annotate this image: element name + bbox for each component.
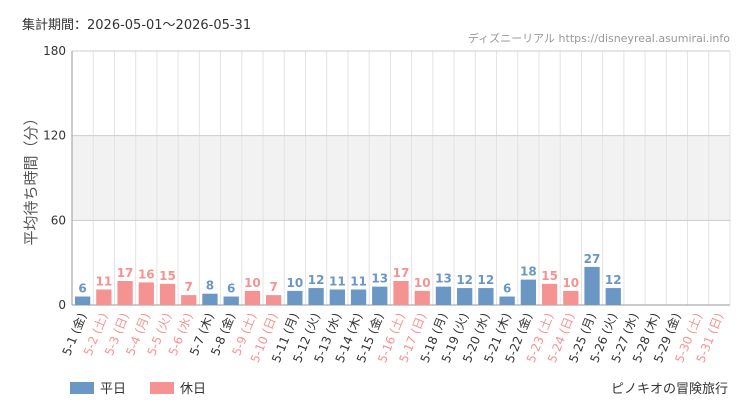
bar-value-label: 7 bbox=[269, 280, 277, 294]
bar-value-label: 17 bbox=[393, 266, 410, 280]
grid-lines bbox=[71, 50, 731, 306]
bar bbox=[584, 266, 600, 305]
bar-value-label: 8 bbox=[206, 279, 214, 293]
bar-value-label: 6 bbox=[78, 282, 86, 296]
bar-value-label: 12 bbox=[308, 273, 325, 287]
bar-value-label: 6 bbox=[227, 282, 235, 296]
bar bbox=[372, 286, 388, 305]
shaded-band bbox=[72, 135, 730, 221]
legend-holiday: 休日 bbox=[150, 378, 206, 397]
bar bbox=[350, 289, 367, 305]
bar-value-label: 11 bbox=[350, 274, 367, 288]
bar bbox=[478, 288, 494, 305]
bar bbox=[223, 296, 239, 305]
legend-weekday: 平日 bbox=[70, 378, 126, 397]
bar bbox=[287, 290, 303, 305]
site-credit: ディズニーリアル https://disneyreal.asumirai.inf… bbox=[467, 32, 730, 45]
bar bbox=[117, 281, 133, 305]
legend-swatch-weekday bbox=[70, 381, 94, 394]
bar-value-label: 15 bbox=[159, 269, 176, 283]
legend: 平日 休日 bbox=[70, 378, 230, 397]
bar-value-label: 12 bbox=[456, 273, 473, 287]
bar-value-label: 16 bbox=[138, 267, 155, 281]
bar-value-label: 7 bbox=[185, 280, 193, 294]
bar-value-label: 10 bbox=[244, 276, 261, 290]
bar-value-label: 17 bbox=[117, 266, 134, 280]
y-tick-labels: 0 60 120 180 bbox=[43, 44, 66, 312]
bar bbox=[541, 283, 558, 305]
bar bbox=[202, 293, 218, 305]
bar bbox=[414, 290, 430, 305]
bar bbox=[159, 283, 176, 305]
bar-value-label: 13 bbox=[435, 272, 452, 286]
bar bbox=[308, 288, 324, 305]
y-tick-label: 60 bbox=[51, 213, 66, 227]
legend-swatch-holiday bbox=[150, 381, 175, 394]
bar-value-label: 10 bbox=[287, 276, 304, 290]
bar bbox=[457, 288, 473, 305]
bar-value-label: 11 bbox=[95, 274, 112, 288]
x-tick-labels: 5-1 (金)5-2 (土)5-3 (日)5-4 (月)5-5 (火)5-6 (… bbox=[59, 311, 726, 365]
bar-value-label: 12 bbox=[605, 273, 622, 287]
bar bbox=[520, 279, 536, 305]
bar bbox=[499, 296, 515, 305]
bar-value-label: 18 bbox=[520, 265, 537, 279]
y-tick-label: 180 bbox=[43, 44, 66, 58]
bar-value-label: 6 bbox=[503, 282, 511, 296]
period-label: 集計期間：2026-05-01～2026-05-31 bbox=[22, 18, 252, 33]
attraction-name: ピノキオの冒険旅行 bbox=[610, 382, 728, 397]
y-tick-label: 120 bbox=[43, 129, 66, 143]
bar bbox=[74, 296, 91, 305]
bar bbox=[605, 288, 621, 305]
bar bbox=[181, 295, 197, 305]
legend-weekday-label: 平日 bbox=[100, 382, 127, 397]
bars bbox=[74, 266, 621, 305]
bar bbox=[244, 290, 261, 305]
bar bbox=[563, 290, 579, 305]
shaded-band-rect bbox=[72, 135, 730, 221]
bar-value-label: 10 bbox=[414, 276, 431, 290]
bar bbox=[266, 295, 282, 305]
bar-value-label: 27 bbox=[584, 252, 601, 266]
bar bbox=[329, 289, 345, 305]
bar-value-label: 10 bbox=[562, 276, 579, 290]
bar-value-label: 12 bbox=[478, 273, 495, 287]
bar-value-label: 13 bbox=[371, 272, 388, 286]
bar bbox=[393, 281, 409, 305]
bar bbox=[96, 289, 112, 305]
bar bbox=[138, 282, 154, 305]
bar-value-label: 15 bbox=[541, 269, 558, 283]
legend-holiday-label: 休日 bbox=[180, 382, 207, 397]
y-tick-label: 0 bbox=[58, 298, 66, 312]
bar-value-label: 11 bbox=[329, 274, 346, 288]
bar bbox=[435, 286, 452, 305]
y-axis-title: 平均待ち時間（分） bbox=[22, 110, 40, 245]
